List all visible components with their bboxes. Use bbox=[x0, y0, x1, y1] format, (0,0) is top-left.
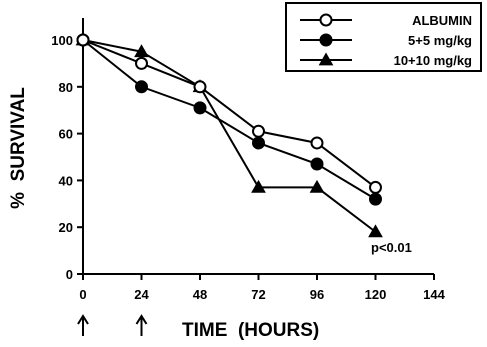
data-point bbox=[369, 192, 382, 206]
legend: ALBUMIN 5+5 mg/kg 10+10 mg/kg bbox=[285, 2, 482, 72]
data-point bbox=[310, 157, 324, 171]
y-tick-label: 60 bbox=[59, 127, 73, 142]
x-tick-label: 96 bbox=[310, 287, 324, 302]
series-layer bbox=[75, 32, 383, 238]
series-line bbox=[82, 39, 377, 189]
legend-marker bbox=[318, 52, 334, 66]
data-point bbox=[251, 179, 266, 193]
dose-arrow-head bbox=[135, 314, 148, 325]
x-ticks: 0 24 48 72 96 120 144 bbox=[79, 274, 446, 302]
dose-arrow-head bbox=[77, 314, 89, 325]
dose-arrows bbox=[77, 314, 148, 336]
y-ticks: 0 20 40 60 80 100 bbox=[51, 33, 83, 282]
series-line bbox=[82, 39, 377, 200]
y-tick-label: 0 bbox=[66, 267, 73, 282]
data-point bbox=[309, 179, 325, 193]
data-point bbox=[193, 101, 207, 115]
y-tick-label: 80 bbox=[59, 80, 73, 95]
x-axis-title: TIME (HOURS) bbox=[182, 320, 319, 341]
data-point bbox=[252, 124, 265, 138]
x-tick-label: 0 bbox=[79, 287, 86, 302]
data-point bbox=[135, 80, 148, 94]
legend-label: ALBUMIN bbox=[412, 13, 472, 28]
data-point bbox=[369, 180, 382, 194]
y-tick-label: 100 bbox=[51, 33, 73, 48]
data-point bbox=[134, 44, 149, 58]
x-tick-label: 120 bbox=[365, 287, 387, 302]
x-tick-label: 144 bbox=[423, 287, 445, 302]
legend-label: 5+5 mg/kg bbox=[408, 33, 472, 48]
legend-label: 10+10 mg/kg bbox=[394, 53, 472, 68]
data-point bbox=[135, 56, 148, 70]
legend-marker bbox=[319, 33, 333, 47]
x-tick-label: 72 bbox=[251, 287, 265, 302]
p-value-annotation: p<0.01 bbox=[371, 240, 412, 255]
legend-marker bbox=[319, 13, 333, 27]
data-point bbox=[310, 136, 324, 150]
data-point bbox=[252, 136, 265, 150]
data-point bbox=[193, 80, 207, 94]
series-line bbox=[82, 39, 377, 233]
data-point bbox=[76, 33, 90, 47]
x-tick-label: 24 bbox=[134, 287, 149, 302]
data-point bbox=[368, 224, 383, 238]
y-tick-label: 40 bbox=[59, 173, 73, 188]
y-axis-title: % SURVIVAL bbox=[8, 87, 29, 209]
x-tick-label: 48 bbox=[193, 287, 207, 302]
y-tick-label: 20 bbox=[59, 220, 73, 235]
